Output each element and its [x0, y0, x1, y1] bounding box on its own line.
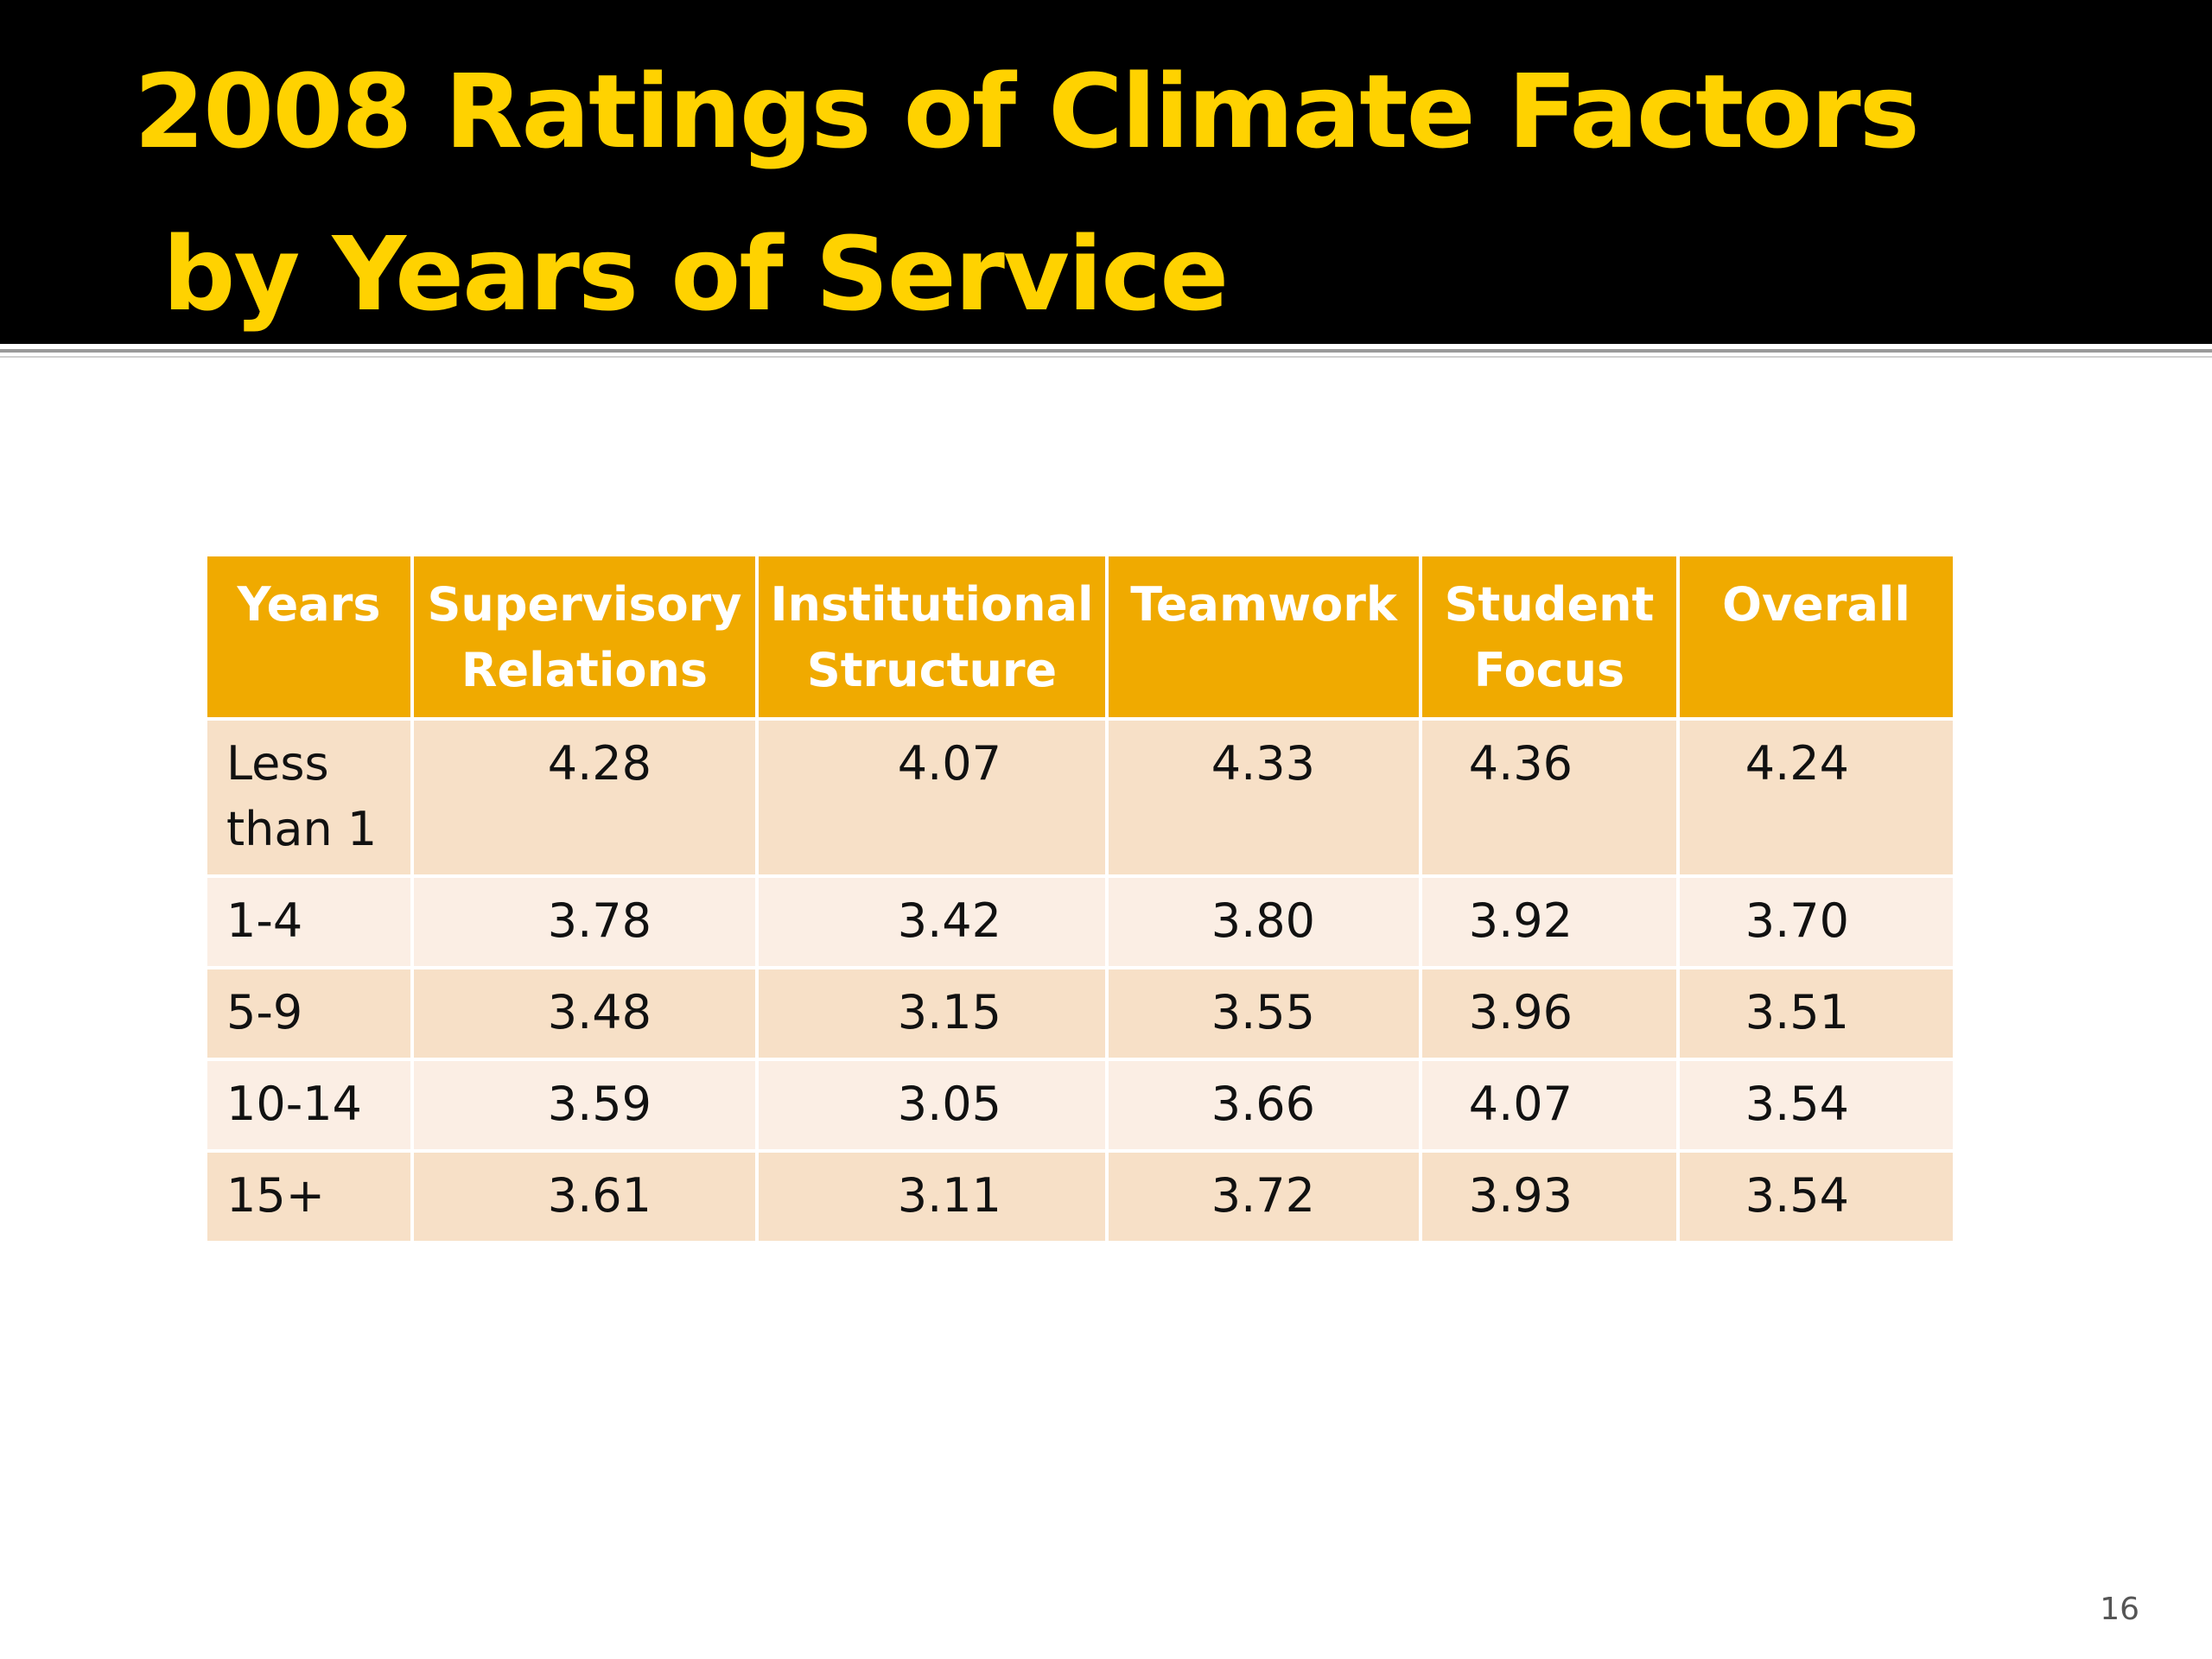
- cell-overall: 4.24: [1676, 717, 1956, 878]
- row-label: 1-4: [204, 874, 414, 969]
- header-student-focus: Student Focus: [1419, 553, 1680, 721]
- table-row: Less than 1 4.28 4.07 4.33 4.36 4.24: [204, 717, 1956, 878]
- header-overall: Overall: [1676, 553, 1956, 721]
- cell-teamwork: 3.72: [1105, 1149, 1422, 1244]
- cell-overall: 3.54: [1676, 1149, 1956, 1244]
- table-row: 1-4 3.78 3.42 3.80 3.92 3.70: [204, 874, 1956, 969]
- cell-teamwork: 3.66: [1105, 1058, 1422, 1153]
- header-institutional-structure: Institutional Structure: [755, 553, 1109, 721]
- cell-teamwork: 3.55: [1105, 966, 1422, 1061]
- header-supervisory-relations: Supervisory Relations: [410, 553, 759, 721]
- cell-institutional-structure: 4.07: [755, 717, 1109, 878]
- cell-student-focus: 3.92: [1419, 874, 1680, 969]
- cell-institutional-structure: 3.05: [755, 1058, 1109, 1153]
- cell-supervisory-relations: 3.61: [410, 1149, 759, 1244]
- table-row: 15+ 3.61 3.11 3.72 3.93 3.54: [204, 1149, 1956, 1244]
- title-divider: [0, 349, 2212, 353]
- cell-overall: 3.54: [1676, 1058, 1956, 1153]
- slide-title-line-1: 2008 Ratings of Climate Factors: [134, 52, 1920, 171]
- ratings-table: Years Supervisory Relations Institutiona…: [204, 553, 1956, 1244]
- cell-teamwork: 4.33: [1105, 717, 1422, 878]
- cell-supervisory-relations: 3.59: [410, 1058, 759, 1153]
- table-row: 10-14 3.59 3.05 3.66 4.07 3.54: [204, 1058, 1956, 1153]
- table-header-row: Years Supervisory Relations Institutiona…: [204, 553, 1956, 721]
- slide-title-line-2: by Years of Service: [162, 214, 1229, 334]
- row-label: 15+: [204, 1149, 414, 1244]
- cell-student-focus: 3.93: [1419, 1149, 1680, 1244]
- cell-supervisory-relations: 3.48: [410, 966, 759, 1061]
- cell-supervisory-relations: 4.28: [410, 717, 759, 878]
- row-label: 10-14: [204, 1058, 414, 1153]
- table-row: 5-9 3.48 3.15 3.55 3.96 3.51: [204, 966, 1956, 1061]
- row-label: Less than 1: [204, 717, 414, 878]
- cell-student-focus: 4.36: [1419, 717, 1680, 878]
- header-years: Years: [204, 553, 414, 721]
- cell-institutional-structure: 3.42: [755, 874, 1109, 969]
- cell-institutional-structure: 3.15: [755, 966, 1109, 1061]
- title-divider-shadow: [0, 356, 2212, 358]
- cell-supervisory-relations: 3.78: [410, 874, 759, 969]
- cell-overall: 3.70: [1676, 874, 1956, 969]
- title-bar: [0, 0, 2212, 344]
- slide-page-number: 16: [2100, 1592, 2139, 1627]
- cell-institutional-structure: 3.11: [755, 1149, 1109, 1244]
- cell-student-focus: 3.96: [1419, 966, 1680, 1061]
- row-label: 5-9: [204, 966, 414, 1061]
- cell-student-focus: 4.07: [1419, 1058, 1680, 1153]
- cell-overall: 3.51: [1676, 966, 1956, 1061]
- cell-teamwork: 3.80: [1105, 874, 1422, 969]
- header-teamwork: Teamwork: [1105, 553, 1422, 721]
